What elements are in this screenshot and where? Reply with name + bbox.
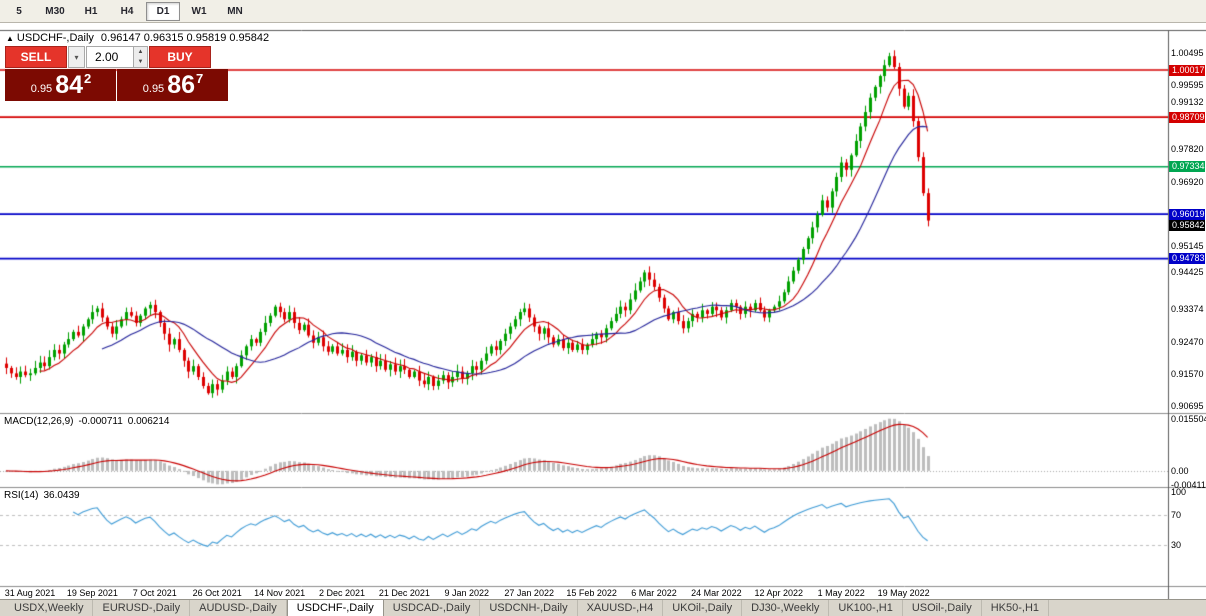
sell-price-prefix: 0.95 bbox=[30, 82, 53, 95]
date-axis-label: 14 Nov 2021 bbox=[254, 588, 306, 598]
price-axis-label: 0.99595 bbox=[1171, 80, 1204, 91]
timeframe-button-d1[interactable]: D1 bbox=[146, 1, 180, 21]
chart-title: ▲ USDCHF-,Daily 0.96147 0.96315 0.95819 0.… bbox=[6, 32, 269, 44]
date-axis-label: 24 Mar 2022 bbox=[691, 588, 742, 598]
price-level-label: 0.97334 bbox=[1169, 161, 1205, 173]
macd-axis-label: 0.00 bbox=[1171, 465, 1189, 476]
chart-tab-usdx-weekly[interactable]: USDX,Weekly bbox=[5, 600, 94, 616]
date-axis-label: 9 Jan 2022 bbox=[444, 588, 490, 598]
date-axis-label: 2 Dec 2021 bbox=[318, 588, 366, 598]
chart-tab-xauusd-h4[interactable]: XAUUSD-,H4 bbox=[578, 600, 664, 616]
rsi-axis-label: 100 bbox=[1171, 487, 1187, 497]
spin-up-icon[interactable]: ▲ bbox=[137, 49, 144, 55]
chart-tab-dj30-weekly[interactable]: DJ30-,Weekly bbox=[742, 600, 830, 616]
chart-ohlc-values: 0.96147 0.96315 0.95819 0.95842 bbox=[100, 32, 270, 44]
price-axis-label: 0.95145 bbox=[1171, 240, 1204, 251]
price-axis-label: 0.96920 bbox=[1171, 176, 1204, 187]
date-axis-label: 19 Sep 2021 bbox=[66, 588, 118, 598]
date-axis-label: 15 Feb 2022 bbox=[566, 588, 617, 598]
timeframe-button-m30[interactable]: M30 bbox=[45, 5, 65, 17]
price-axis-label: 0.91570 bbox=[1171, 369, 1204, 380]
timeframe-button-h4[interactable]: H4 bbox=[120, 5, 134, 17]
price-axis-label: 0.97820 bbox=[1171, 144, 1204, 155]
rsi-title: RSI(14) 36.0439 bbox=[4, 490, 85, 501]
date-axis-label: 7 Oct 2021 bbox=[132, 588, 177, 598]
chart-tab-usdchf-daily[interactable]: USDCHF-,Daily bbox=[286, 600, 384, 616]
price-axis-label: 0.99132 bbox=[1171, 96, 1204, 107]
macd-title: MACD(12,26,9) -0.000711 0.006214 bbox=[4, 416, 174, 427]
date-axis-label: 21 Dec 2021 bbox=[378, 588, 430, 598]
rsi-axis-label: 70 bbox=[1171, 509, 1182, 520]
volume-value: 2.00 bbox=[95, 50, 119, 64]
price-axis-label: 1.00495 bbox=[1171, 47, 1204, 58]
chart-tab-usdcad-daily[interactable]: USDCAD-,Daily bbox=[384, 600, 481, 616]
macd-axis-label: -0.004118 bbox=[1171, 479, 1206, 490]
chart-tab-hk50-h1[interactable]: HK50-,H1 bbox=[982, 600, 1050, 616]
sell-price-main: 84 bbox=[55, 71, 83, 99]
volume-stepper: ▲ ▼ bbox=[133, 47, 147, 67]
macd-name: MACD(12,26,9) bbox=[4, 416, 74, 427]
chevron-down-icon: ▾ bbox=[74, 52, 79, 62]
chart-tab-audusd-daily[interactable]: AUDUSD-,Daily bbox=[190, 600, 287, 616]
date-axis-label: 1 May 2022 bbox=[817, 588, 865, 598]
one-click-trading-panel: SELL ▾ 2.00 ▲ ▼ BUY 0.95 84 2 0.95 86 bbox=[5, 46, 231, 101]
chart-tab-eurusd-daily[interactable]: EURUSD-,Daily bbox=[93, 600, 191, 616]
price-level-label: 0.94783 bbox=[1169, 253, 1205, 265]
sell-price-display[interactable]: 0.95 84 2 bbox=[5, 69, 116, 101]
price-axis-label: 0.93374 bbox=[1171, 304, 1204, 315]
date-axis-label: 27 Jan 2022 bbox=[504, 588, 554, 598]
date-axis-label: 19 May 2022 bbox=[877, 588, 930, 598]
sell-button[interactable]: SELL bbox=[5, 46, 67, 68]
timeframe-button-5[interactable]: 5 bbox=[16, 5, 22, 17]
chart-tab-ukoil-daily[interactable]: UKOil-,Daily bbox=[663, 600, 743, 616]
macd-value-signal: 0.006214 bbox=[127, 416, 170, 427]
chart-tab-usdcnh-daily[interactable]: USDCNH-,Daily bbox=[480, 600, 578, 616]
buy-price-prefix: 0.95 bbox=[142, 82, 165, 95]
price-level-label: 0.98709 bbox=[1169, 111, 1205, 123]
timeframe-button-w1[interactable]: W1 bbox=[191, 5, 207, 17]
price-level-label: 0.96019 bbox=[1169, 208, 1205, 220]
timeframe-button-h1[interactable]: H1 bbox=[84, 5, 98, 17]
spin-down-icon[interactable]: ▼ bbox=[137, 59, 144, 65]
price-axis-label: 0.90695 bbox=[1171, 400, 1204, 411]
rsi-value: 36.0439 bbox=[43, 490, 80, 501]
date-axis-label: 31 Aug 2021 bbox=[4, 588, 56, 598]
price-level-label: 1.00017 bbox=[1169, 64, 1205, 76]
buy-price-display[interactable]: 0.95 86 7 bbox=[117, 69, 228, 101]
timeframe-toolbar: 5 M30 H1 H4 D1 W1 MN bbox=[0, 0, 1206, 23]
rsi-name: RSI(14) bbox=[4, 490, 39, 501]
sell-price-pip: 2 bbox=[84, 70, 92, 86]
chart-symbol-label: USDCHF-,Daily bbox=[16, 32, 94, 44]
buy-price-main: 86 bbox=[167, 71, 195, 99]
chart-tab-usoil-daily[interactable]: USOil-,Daily bbox=[903, 600, 982, 616]
buy-button[interactable]: BUY bbox=[149, 46, 211, 68]
macd-value-main: -0.000711 bbox=[78, 416, 123, 427]
chart-tab-bar: USDX,Weekly EURUSD-,Daily AUDUSD-,Daily USD… bbox=[0, 599, 1206, 616]
date-axis-label: 6 Mar 2022 bbox=[631, 588, 677, 598]
volume-dropdown-button[interactable]: ▾ bbox=[68, 46, 85, 68]
rsi-axis-label: 30 bbox=[1171, 540, 1182, 551]
volume-input[interactable]: 2.00 ▲ ▼ bbox=[86, 46, 148, 68]
current-price-label: 0.95842 bbox=[1169, 219, 1205, 231]
timeframe-button-mn[interactable]: MN bbox=[227, 5, 243, 17]
price-axis-label: 0.94425 bbox=[1171, 266, 1204, 277]
date-axis-label: 26 Oct 2021 bbox=[192, 588, 242, 598]
chart-tab-uk100-h1[interactable]: UK100-,H1 bbox=[829, 600, 903, 616]
macd-axis-label: 0.015504 bbox=[1171, 413, 1206, 424]
buy-price-pip: 7 bbox=[196, 70, 204, 86]
triangle-marker-icon: ▲ bbox=[6, 34, 14, 43]
date-axis-label: 12 Apr 2022 bbox=[754, 588, 804, 598]
price-axis-label: 0.92470 bbox=[1171, 337, 1204, 347]
